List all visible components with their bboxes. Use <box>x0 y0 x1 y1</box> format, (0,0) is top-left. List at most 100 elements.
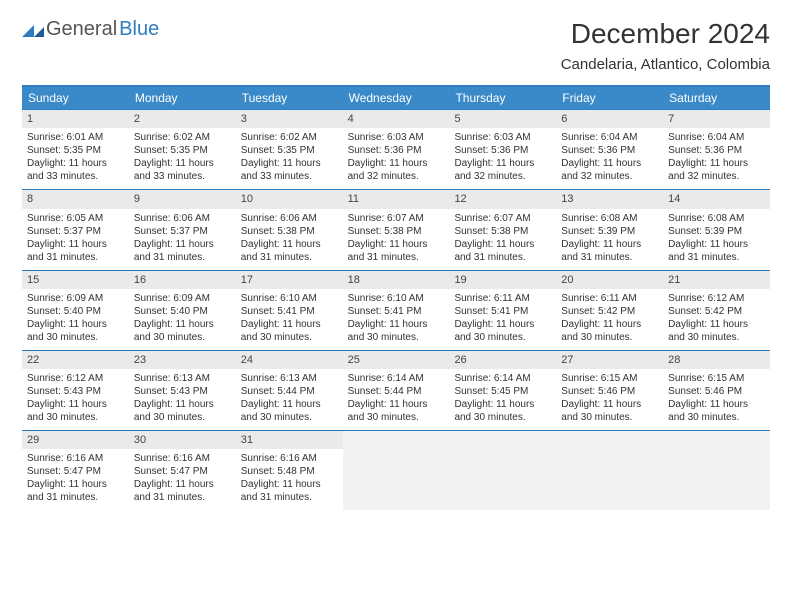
sunrise-line: Sunrise: 6:09 AM <box>134 292 231 305</box>
day-cell: 2Sunrise: 6:02 AMSunset: 5:35 PMDaylight… <box>129 110 236 189</box>
day-body: Sunrise: 6:10 AMSunset: 5:41 PMDaylight:… <box>236 289 343 350</box>
sunset-line: Sunset: 5:39 PM <box>668 225 765 238</box>
sunset-line: Sunset: 5:46 PM <box>561 385 658 398</box>
sunrise-line: Sunrise: 6:02 AM <box>134 131 231 144</box>
sunset-line: Sunset: 5:47 PM <box>134 465 231 478</box>
day-number: 19 <box>449 271 556 289</box>
daylight-line: Daylight: 11 hours and 31 minutes. <box>668 238 765 264</box>
sunrise-line: Sunrise: 6:03 AM <box>348 131 445 144</box>
daylight-line: Daylight: 11 hours and 30 minutes. <box>454 398 551 424</box>
daylight-line: Daylight: 11 hours and 31 minutes. <box>134 478 231 504</box>
daylight-line: Daylight: 11 hours and 30 minutes. <box>134 398 231 424</box>
day-cell: 20Sunrise: 6:11 AMSunset: 5:42 PMDayligh… <box>556 271 663 350</box>
day-number: 6 <box>556 110 663 128</box>
logo-text-blue: Blue <box>119 18 159 41</box>
location: Candelaria, Atlantico, Colombia <box>561 56 770 73</box>
day-number: 20 <box>556 271 663 289</box>
day-cell: 6Sunrise: 6:04 AMSunset: 5:36 PMDaylight… <box>556 110 663 189</box>
daylight-line: Daylight: 11 hours and 32 minutes. <box>348 157 445 183</box>
day-number: 24 <box>236 351 343 369</box>
dow-sunday: Sunday <box>22 87 129 109</box>
sunset-line: Sunset: 5:47 PM <box>27 465 124 478</box>
sunrise-line: Sunrise: 6:16 AM <box>241 452 338 465</box>
day-body: Sunrise: 6:11 AMSunset: 5:41 PMDaylight:… <box>449 289 556 350</box>
sunset-line: Sunset: 5:35 PM <box>27 144 124 157</box>
day-body: Sunrise: 6:09 AMSunset: 5:40 PMDaylight:… <box>129 289 236 350</box>
header: General Blue December 2024 Candelaria, A… <box>0 0 792 77</box>
sunset-line: Sunset: 5:36 PM <box>454 144 551 157</box>
daylight-line: Daylight: 11 hours and 30 minutes. <box>454 318 551 344</box>
day-body: Sunrise: 6:02 AMSunset: 5:35 PMDaylight:… <box>236 128 343 189</box>
daylight-line: Daylight: 11 hours and 30 minutes. <box>668 398 765 424</box>
day-number: 16 <box>129 271 236 289</box>
day-body: Sunrise: 6:06 AMSunset: 5:37 PMDaylight:… <box>129 209 236 270</box>
daylight-line: Daylight: 11 hours and 33 minutes. <box>27 157 124 183</box>
day-body: Sunrise: 6:15 AMSunset: 5:46 PMDaylight:… <box>556 369 663 430</box>
day-number: 7 <box>663 110 770 128</box>
day-number: 25 <box>343 351 450 369</box>
sunset-line: Sunset: 5:44 PM <box>241 385 338 398</box>
day-number: 29 <box>22 431 129 449</box>
sunset-line: Sunset: 5:40 PM <box>134 305 231 318</box>
sunset-line: Sunset: 5:41 PM <box>454 305 551 318</box>
day-number: 18 <box>343 271 450 289</box>
logo: General Blue <box>22 18 159 41</box>
sunrise-line: Sunrise: 6:14 AM <box>454 372 551 385</box>
sunset-line: Sunset: 5:35 PM <box>241 144 338 157</box>
day-number: 9 <box>129 190 236 208</box>
daylight-line: Daylight: 11 hours and 31 minutes. <box>241 478 338 504</box>
daylight-line: Daylight: 11 hours and 31 minutes. <box>27 238 124 264</box>
sunrise-line: Sunrise: 6:03 AM <box>454 131 551 144</box>
sunset-line: Sunset: 5:43 PM <box>27 385 124 398</box>
day-body: Sunrise: 6:04 AMSunset: 5:36 PMDaylight:… <box>663 128 770 189</box>
week-row: 22Sunrise: 6:12 AMSunset: 5:43 PMDayligh… <box>22 350 770 430</box>
day-cell: 29Sunrise: 6:16 AMSunset: 5:47 PMDayligh… <box>22 431 129 510</box>
daylight-line: Daylight: 11 hours and 31 minutes. <box>134 238 231 264</box>
day-number: 15 <box>22 271 129 289</box>
day-number: 23 <box>129 351 236 369</box>
sunset-line: Sunset: 5:39 PM <box>561 225 658 238</box>
daylight-line: Daylight: 11 hours and 30 minutes. <box>27 318 124 344</box>
sunrise-line: Sunrise: 6:05 AM <box>27 212 124 225</box>
daylight-line: Daylight: 11 hours and 31 minutes. <box>348 238 445 264</box>
day-body: Sunrise: 6:16 AMSunset: 5:47 PMDaylight:… <box>129 449 236 510</box>
sunrise-line: Sunrise: 6:10 AM <box>241 292 338 305</box>
day-number: 28 <box>663 351 770 369</box>
sunset-line: Sunset: 5:41 PM <box>241 305 338 318</box>
sunrise-line: Sunrise: 6:14 AM <box>348 372 445 385</box>
day-cell: 4Sunrise: 6:03 AMSunset: 5:36 PMDaylight… <box>343 110 450 189</box>
day-body: Sunrise: 6:01 AMSunset: 5:35 PMDaylight:… <box>22 128 129 189</box>
day-number: 13 <box>556 190 663 208</box>
day-cell: 19Sunrise: 6:11 AMSunset: 5:41 PMDayligh… <box>449 271 556 350</box>
sunrise-line: Sunrise: 6:10 AM <box>348 292 445 305</box>
day-cell: 28Sunrise: 6:15 AMSunset: 5:46 PMDayligh… <box>663 351 770 430</box>
day-body: Sunrise: 6:13 AMSunset: 5:43 PMDaylight:… <box>129 369 236 430</box>
sunset-line: Sunset: 5:41 PM <box>348 305 445 318</box>
day-body: Sunrise: 6:16 AMSunset: 5:48 PMDaylight:… <box>236 449 343 510</box>
dow-row: SundayMondayTuesdayWednesdayThursdayFrid… <box>22 87 770 109</box>
day-cell: 27Sunrise: 6:15 AMSunset: 5:46 PMDayligh… <box>556 351 663 430</box>
day-body: Sunrise: 6:10 AMSunset: 5:41 PMDaylight:… <box>343 289 450 350</box>
day-cell: 21Sunrise: 6:12 AMSunset: 5:42 PMDayligh… <box>663 271 770 350</box>
day-cell: 26Sunrise: 6:14 AMSunset: 5:45 PMDayligh… <box>449 351 556 430</box>
day-body: Sunrise: 6:12 AMSunset: 5:42 PMDaylight:… <box>663 289 770 350</box>
day-number: 4 <box>343 110 450 128</box>
sunset-line: Sunset: 5:38 PM <box>454 225 551 238</box>
sunrise-line: Sunrise: 6:04 AM <box>668 131 765 144</box>
daylight-line: Daylight: 11 hours and 31 minutes. <box>27 478 124 504</box>
sunrise-line: Sunrise: 6:11 AM <box>454 292 551 305</box>
day-number: 30 <box>129 431 236 449</box>
day-cell: 8Sunrise: 6:05 AMSunset: 5:37 PMDaylight… <box>22 190 129 269</box>
week-row: 1Sunrise: 6:01 AMSunset: 5:35 PMDaylight… <box>22 109 770 189</box>
day-cell: 22Sunrise: 6:12 AMSunset: 5:43 PMDayligh… <box>22 351 129 430</box>
sunset-line: Sunset: 5:38 PM <box>241 225 338 238</box>
sunrise-line: Sunrise: 6:15 AM <box>668 372 765 385</box>
sunrise-line: Sunrise: 6:13 AM <box>134 372 231 385</box>
day-cell <box>343 431 450 510</box>
logo-icon <box>22 23 44 37</box>
daylight-line: Daylight: 11 hours and 30 minutes. <box>241 398 338 424</box>
day-cell: 14Sunrise: 6:08 AMSunset: 5:39 PMDayligh… <box>663 190 770 269</box>
day-cell: 13Sunrise: 6:08 AMSunset: 5:39 PMDayligh… <box>556 190 663 269</box>
sunset-line: Sunset: 5:42 PM <box>561 305 658 318</box>
daylight-line: Daylight: 11 hours and 31 minutes. <box>241 238 338 264</box>
